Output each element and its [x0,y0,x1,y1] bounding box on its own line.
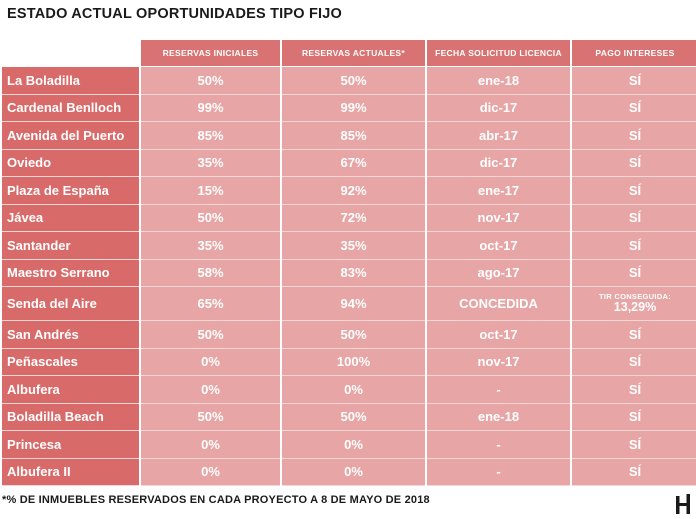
tir-value: 13,29% [613,299,657,314]
fecha-licencia-cell: oct-17 [427,232,570,260]
reservas-actuales-cell: 85% [282,122,425,150]
h-logo-icon [676,494,690,514]
fecha-licencia-cell: nov-17 [427,348,570,376]
pago-intereses-cell: SÍ [572,204,696,232]
fecha-licencia-cell: ene-17 [427,177,570,205]
header-fecha-solicitud: FECHA SOLICITUD LICENCIA [427,40,570,67]
pago-intereses-cell: SÍ [572,177,696,205]
reservas-actuales-cell: 0% [282,431,425,459]
pago-intereses-cell: SÍ [572,94,696,122]
pago-intereses-cell: SÍ [572,321,696,349]
fecha-licencia-cell: ago-17 [427,259,570,287]
reservas-actuales-cell: 50% [282,67,425,95]
fecha-licencia-cell: dic-17 [427,149,570,177]
pago-intereses-cell: SÍ [572,376,696,404]
fecha-licencia-cell: - [427,376,570,404]
reservas-iniciales-cell: 0% [141,348,280,376]
reservas-actuales-cell: 100% [282,348,425,376]
reservas-actuales-cell: 92% [282,177,425,205]
reservas-actuales-cell: 0% [282,458,425,486]
row-name: Albufera [2,376,139,404]
reservas-iniciales-cell: 0% [141,376,280,404]
reservas-iniciales-cell: 0% [141,458,280,486]
reservas-iniciales-cell: 50% [141,321,280,349]
pago-intereses-cell: SÍ [572,67,696,95]
reservas-actuales-cell: 35% [282,232,425,260]
fecha-licencia-cell: oct-17 [427,321,570,349]
pago-intereses-cell: SÍ [572,259,696,287]
reservas-iniciales-cell: 50% [141,403,280,431]
fecha-licencia-cell: dic-17 [427,94,570,122]
header-pago-intereses: PAGO INTERESES [572,40,696,67]
reservas-actuales-cell: 72% [282,204,425,232]
row-name: Maestro Serrano [2,259,139,287]
pago-intereses-cell: SÍ [572,348,696,376]
row-name: Senda del Aire [2,287,139,321]
pago-intereses-cell: SÍ [572,149,696,177]
reservas-actuales-cell: 50% [282,321,425,349]
reservas-iniciales-cell: 50% [141,67,280,95]
fecha-licencia-cell: CONCEDIDA [427,287,570,321]
row-name: Plaza de España [2,177,139,205]
header-reservas-iniciales: RESERVAS INICIALES [141,40,280,67]
fecha-licencia-cell: - [427,431,570,459]
tir-label: TIR CONSEGUIDA: [599,291,671,301]
reservas-iniciales-cell: 58% [141,259,280,287]
pago-intereses-cell: SÍ [572,458,696,486]
reservas-actuales-cell: 67% [282,149,425,177]
reservas-actuales-cell: 99% [282,94,425,122]
reservas-actuales-cell: 83% [282,259,425,287]
row-name: Avenida del Puerto [2,122,139,150]
row-name: La Boladilla [2,67,139,95]
row-name: Boladilla Beach [2,403,139,431]
reservas-actuales-cell: 0% [282,376,425,404]
row-name: Peñascales [2,348,139,376]
reservas-iniciales-cell: 85% [141,122,280,150]
pago-intereses-cell: TIR CONSEGUIDA: 13,29% [572,287,696,321]
reservas-iniciales-cell: 65% [141,287,280,321]
row-name: Albufera II [2,458,139,486]
header-reservas-actuales: RESERVAS ACTUALES* [282,40,425,67]
reservas-actuales-cell: 94% [282,287,425,321]
footnote: *% DE INMUEBLES RESERVADOS EN CADA PROYE… [2,494,430,506]
reservas-iniciales-cell: 50% [141,204,280,232]
fecha-licencia-cell: abr-17 [427,122,570,150]
row-name: Cardenal Benlloch [2,94,139,122]
pago-intereses-cell: SÍ [572,122,696,150]
fecha-licencia-cell: ene-18 [427,403,570,431]
opportunities-table: RESERVAS INICIALES RESERVAS ACTUALES* FE… [2,40,696,486]
row-name: Santander [2,232,139,260]
pago-intereses-cell: SÍ [572,431,696,459]
row-name: Jávea [2,204,139,232]
fecha-licencia-cell: ene-18 [427,67,570,95]
reservas-iniciales-cell: 15% [141,177,280,205]
reservas-actuales-cell: 50% [282,403,425,431]
fecha-licencia-cell: nov-17 [427,204,570,232]
reservas-iniciales-cell: 0% [141,431,280,459]
fecha-licencia-cell: - [427,458,570,486]
row-name: San Andrés [2,321,139,349]
reservas-iniciales-cell: 35% [141,232,280,260]
page-title: ESTADO ACTUAL OPORTUNIDADES TIPO FIJO [7,6,343,22]
pago-intereses-cell: SÍ [572,232,696,260]
reservas-iniciales-cell: 35% [141,149,280,177]
row-name: Oviedo [2,149,139,177]
pago-intereses-cell: SÍ [572,403,696,431]
table-corner [2,40,139,67]
reservas-iniciales-cell: 99% [141,94,280,122]
row-name: Princesa [2,431,139,459]
